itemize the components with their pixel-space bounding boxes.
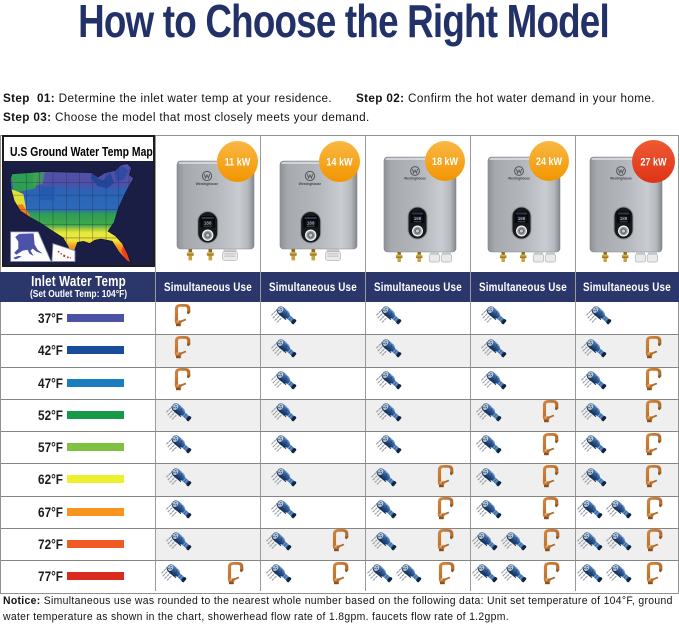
svg-text:27 kW: 27 kW	[640, 156, 667, 168]
svg-text:24 kW: 24 kW	[536, 156, 563, 168]
svg-text:18 kW: 18 kW	[432, 156, 459, 168]
svg-text:14 kW: 14 kW	[326, 157, 353, 169]
svg-text:11 kW: 11 kW	[224, 157, 250, 169]
